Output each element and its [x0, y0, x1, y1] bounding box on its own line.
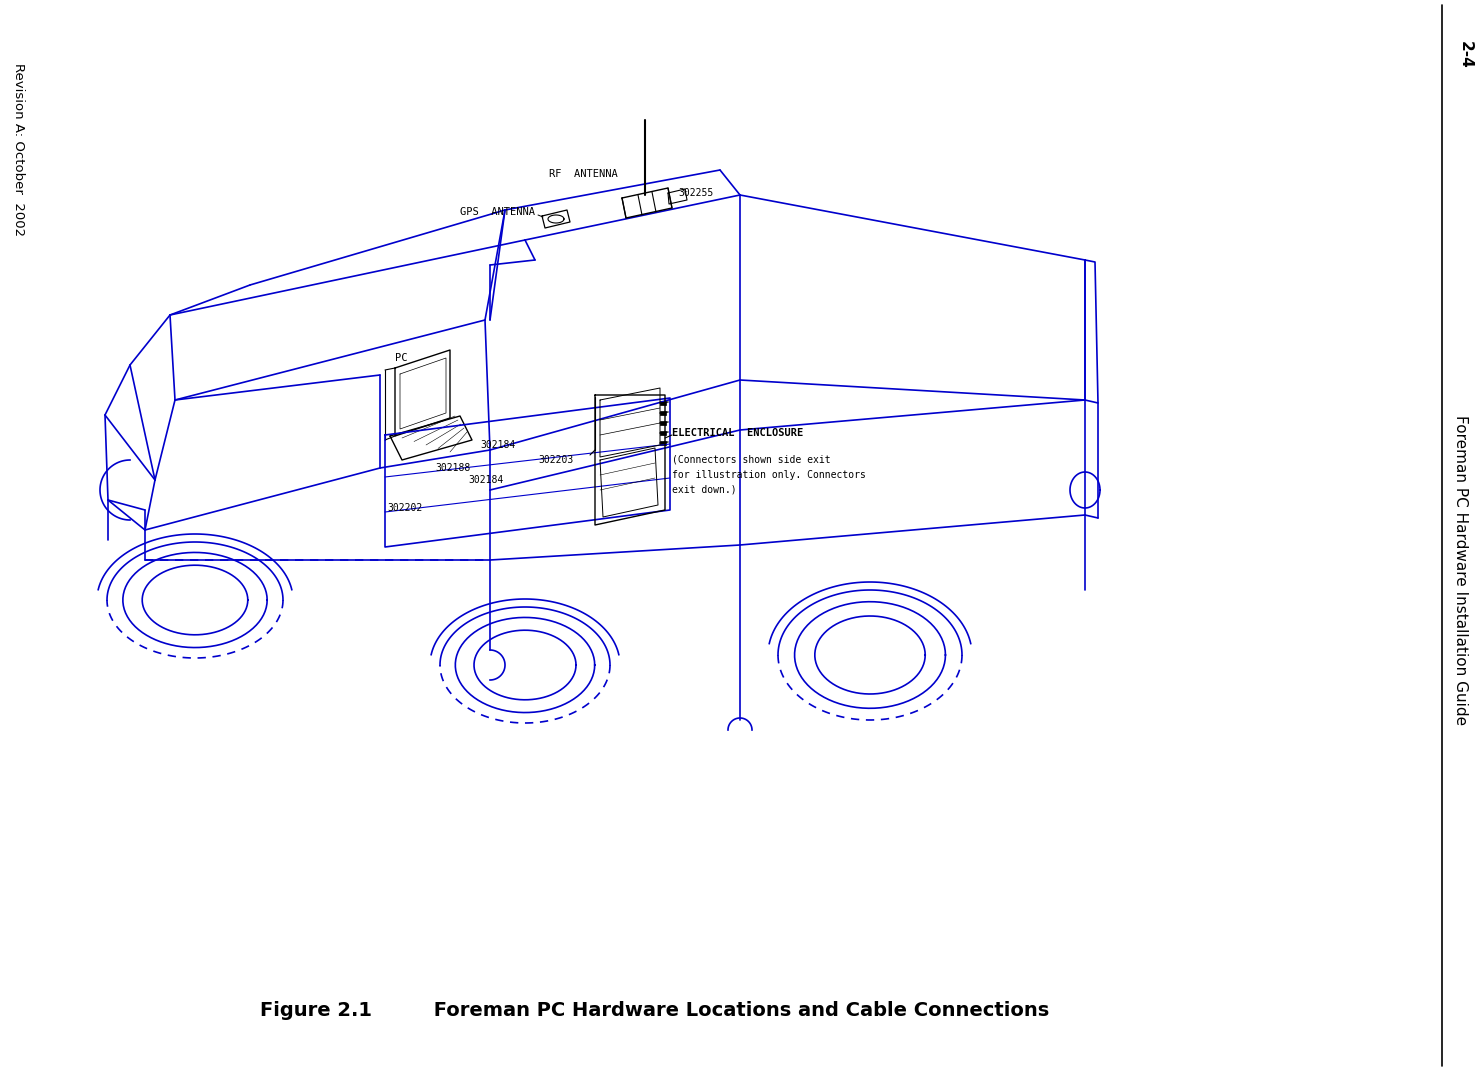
- Text: 302188: 302188: [436, 463, 470, 473]
- FancyBboxPatch shape: [660, 401, 666, 405]
- Text: 302184: 302184: [468, 476, 504, 485]
- Text: ELECTRICAL  ENCLOSURE: ELECTRICAL ENCLOSURE: [672, 428, 803, 438]
- Text: Revision A: October  2002: Revision A: October 2002: [12, 63, 25, 237]
- Text: exit down.): exit down.): [672, 485, 737, 495]
- Text: 2-4: 2-4: [1458, 41, 1473, 69]
- Text: PC: PC: [394, 353, 408, 363]
- FancyBboxPatch shape: [660, 411, 666, 414]
- FancyBboxPatch shape: [660, 441, 666, 444]
- Text: 302203: 302203: [538, 455, 573, 465]
- FancyBboxPatch shape: [660, 421, 666, 425]
- FancyBboxPatch shape: [660, 431, 666, 435]
- Text: 302202: 302202: [387, 503, 422, 513]
- Text: for illustration only. Connectors: for illustration only. Connectors: [672, 470, 866, 480]
- Text: 302255: 302255: [678, 188, 713, 198]
- Text: 302184: 302184: [480, 440, 515, 450]
- Text: (Connectors shown side exit: (Connectors shown side exit: [672, 455, 830, 465]
- Text: Foreman PC Hardware Locations and Cable Connections: Foreman PC Hardware Locations and Cable …: [400, 1000, 1049, 1020]
- Text: Foreman PC Hardware Installation Guide: Foreman PC Hardware Installation Guide: [1452, 414, 1468, 725]
- Text: GPS  ANTENNA: GPS ANTENNA: [459, 207, 535, 217]
- Text: Figure 2.1: Figure 2.1: [260, 1000, 372, 1020]
- Text: RF  ANTENNA: RF ANTENNA: [549, 169, 617, 179]
